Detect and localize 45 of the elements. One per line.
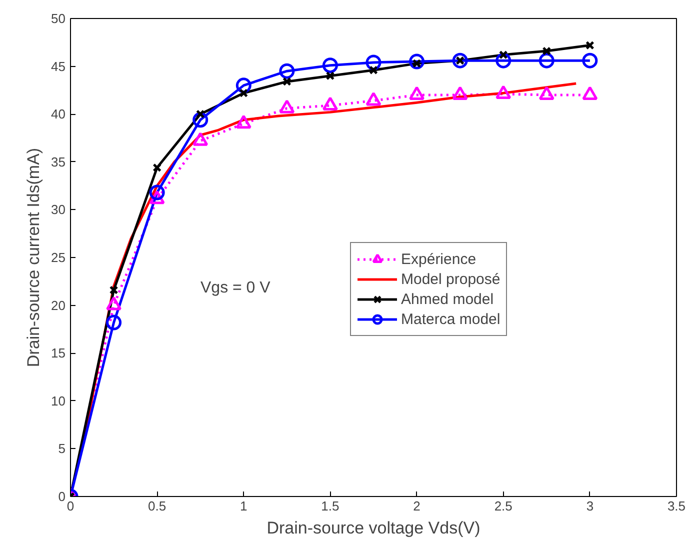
point xyxy=(106,296,122,310)
point xyxy=(542,46,552,56)
point xyxy=(239,88,248,98)
y-tick-label: 5 xyxy=(58,441,66,456)
point xyxy=(279,100,295,114)
point xyxy=(279,63,295,79)
point xyxy=(322,58,338,74)
point xyxy=(538,52,554,68)
point xyxy=(582,52,598,68)
x-tick-label: 1 xyxy=(240,498,248,514)
y-axis-title: Drain-source current Ids(mA) xyxy=(24,148,44,368)
y-tick-label: 15 xyxy=(51,346,66,361)
x-tick-label: 2 xyxy=(413,498,420,514)
legend-label: Expérience xyxy=(401,250,476,268)
annotation: Vgs = 0 V xyxy=(200,280,271,296)
point xyxy=(409,54,425,70)
x-tick-label: 3.5 xyxy=(667,498,686,514)
legend-label: Ahmed model xyxy=(401,290,494,308)
point xyxy=(152,163,162,172)
point xyxy=(282,77,292,86)
y-tick-label: 0 xyxy=(58,489,66,504)
y-tick-label: 45 xyxy=(51,58,66,74)
point xyxy=(149,184,165,200)
point xyxy=(192,132,208,146)
y-tick-label: 20 xyxy=(51,298,66,313)
point xyxy=(196,110,205,119)
y-tick-label: 25 xyxy=(51,250,66,265)
y-tick-label: 30 xyxy=(51,202,66,218)
point xyxy=(326,71,335,80)
y-tick-label: 40 xyxy=(51,106,66,122)
point xyxy=(452,52,468,68)
x-tick-label: 1.5 xyxy=(321,498,340,514)
point xyxy=(496,85,512,100)
x-axis-title: Drain-source voltage Vds(V) xyxy=(266,518,480,538)
point xyxy=(498,50,508,60)
x-tick-label: 2.5 xyxy=(494,498,512,514)
point xyxy=(236,114,252,129)
legend-label: Materca model xyxy=(401,310,500,328)
y-tick-label: 50 xyxy=(51,11,66,26)
x-tick-label: 3 xyxy=(586,498,594,514)
y-tick-label: 10 xyxy=(51,393,66,408)
y-tick-label: 35 xyxy=(51,154,66,170)
legend-label: Model proposé xyxy=(401,270,500,288)
point xyxy=(369,66,378,75)
x-tick-label: 0.5 xyxy=(148,498,166,514)
